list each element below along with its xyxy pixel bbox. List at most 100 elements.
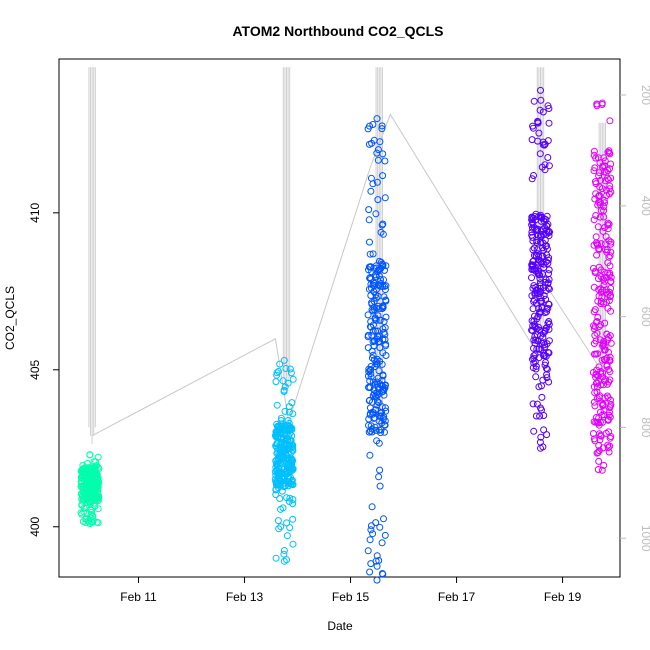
series-4-point (601, 277, 609, 285)
series-1-point (273, 440, 281, 448)
series-2-point (381, 404, 389, 412)
series-1-point (286, 524, 294, 532)
series-4-point (605, 411, 613, 419)
series-2-point (374, 156, 382, 164)
series-1-point (284, 379, 292, 387)
series-3-point (528, 231, 536, 239)
series-2-point (371, 306, 378, 314)
series-3-point (545, 162, 553, 170)
series-3-point (529, 224, 536, 232)
series-0-point (82, 514, 90, 522)
series-1-point (286, 437, 294, 445)
series-2-point (364, 311, 372, 319)
series-1-point (287, 369, 295, 377)
series-3-point (528, 228, 536, 236)
series-0-point-max (86, 451, 94, 459)
series-0-point (87, 497, 94, 504)
series-4-point (599, 373, 607, 381)
series-3-point (529, 305, 537, 313)
series-2-point (380, 276, 387, 284)
series-2-point (375, 473, 383, 481)
series-3-point (537, 217, 545, 225)
series-2-point (372, 406, 379, 414)
series-3-point (538, 393, 546, 401)
series-1-point (275, 368, 282, 375)
series-1-point (272, 491, 280, 499)
series-3-point (541, 224, 549, 232)
series-0-point (80, 471, 88, 479)
series-1-point (281, 407, 289, 415)
series-4-point (591, 164, 599, 172)
series-2-point (376, 482, 384, 490)
series-4-point (595, 457, 603, 465)
series-3-point-max (537, 86, 544, 94)
series-0-point (93, 472, 101, 480)
series-1-point (289, 515, 297, 523)
series-3-point (544, 256, 552, 264)
series-4-point (606, 185, 614, 193)
series-2-point (368, 354, 376, 362)
series-4-point (601, 319, 609, 327)
series-1-point (287, 424, 295, 432)
series-4-point (590, 383, 598, 391)
series-4-point (592, 180, 600, 188)
series-4-point (605, 448, 613, 456)
series-3-point (532, 267, 540, 275)
series-4-point (606, 288, 614, 296)
series-4-point (605, 220, 613, 228)
series-3-point (542, 287, 550, 295)
series-1-point (285, 498, 293, 505)
series-1-point (286, 494, 294, 502)
series-4-point (607, 339, 615, 347)
series-1-point (289, 481, 297, 489)
series-4-point (600, 207, 608, 215)
series-1-point (283, 477, 291, 485)
series-2-point (381, 421, 389, 429)
series-2-point (367, 187, 375, 195)
series-4-point (591, 267, 599, 275)
series-3-point (531, 333, 539, 340)
series-1-point (280, 550, 288, 558)
y2-tick-label-0: 200 (639, 85, 650, 105)
series-3-point (541, 361, 549, 369)
series-2-point (378, 539, 386, 547)
series-1-point (287, 458, 295, 465)
series-1-point (278, 444, 286, 452)
series-0-point (88, 508, 96, 516)
series-2-point (372, 210, 380, 218)
series-1-point (287, 454, 295, 462)
series-3-point (544, 259, 552, 267)
series-4-point (590, 322, 598, 330)
series-2-point (369, 351, 377, 359)
series-4-point (604, 336, 612, 344)
series-4-point (594, 350, 602, 358)
series-4-point (597, 300, 605, 307)
series-2-point (378, 122, 386, 130)
series-3-point (543, 340, 551, 348)
series-3-point (530, 352, 538, 360)
series-3-point (545, 320, 553, 328)
series-2-point (366, 367, 374, 374)
series-3-point (545, 349, 553, 357)
series-2-point (376, 357, 384, 365)
series-2-point (374, 398, 381, 405)
series-4-point (600, 154, 608, 162)
series-3-point (545, 232, 553, 240)
series-4-point (600, 407, 608, 414)
series-2-point (378, 305, 386, 312)
series-3-point (529, 327, 537, 335)
series-3-point (529, 400, 537, 408)
series-3-point (537, 96, 545, 104)
series-2-point (376, 380, 384, 388)
series-4-point (607, 307, 615, 315)
series-3-point (533, 345, 541, 353)
series-4-point (599, 418, 606, 426)
series-2-point (365, 206, 373, 214)
series-2-point (381, 194, 389, 202)
series-0-point (79, 467, 87, 475)
series-3-point (535, 323, 542, 331)
series-3-point (536, 106, 544, 114)
series-3-point (535, 290, 543, 298)
series-1-point (279, 504, 287, 512)
